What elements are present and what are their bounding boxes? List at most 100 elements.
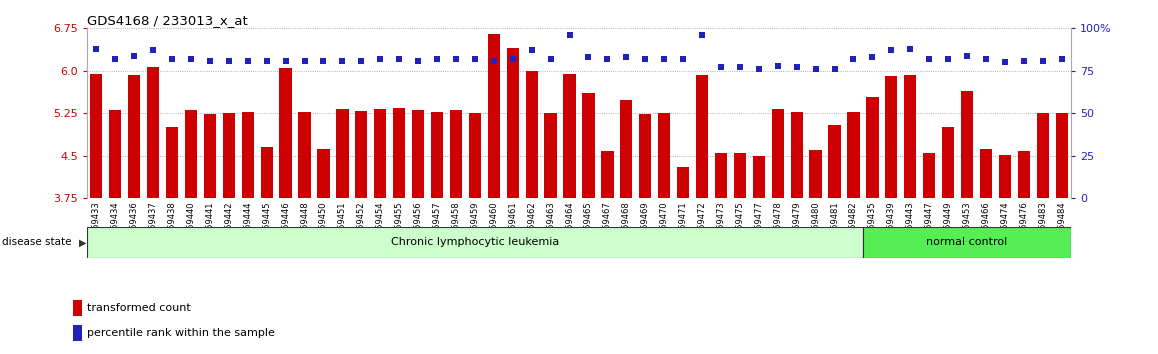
- Point: [787, 64, 806, 70]
- Bar: [393, 108, 405, 198]
- Point: [749, 66, 768, 72]
- Bar: [431, 112, 444, 198]
- Point: [1014, 58, 1033, 63]
- Point: [617, 55, 636, 60]
- Bar: [1056, 113, 1068, 198]
- Bar: [582, 93, 594, 198]
- Bar: [299, 112, 310, 198]
- Bar: [1036, 113, 1049, 198]
- Bar: [544, 113, 557, 198]
- Point: [484, 58, 503, 63]
- Bar: [185, 110, 197, 198]
- Bar: [261, 147, 273, 198]
- Bar: [109, 110, 122, 198]
- Bar: [601, 151, 614, 198]
- Point: [277, 58, 295, 63]
- Bar: [639, 114, 652, 198]
- Text: percentile rank within the sample: percentile rank within the sample: [87, 327, 274, 338]
- Point: [409, 58, 427, 63]
- Point: [504, 56, 522, 62]
- FancyBboxPatch shape: [863, 227, 1071, 258]
- Point: [919, 56, 938, 62]
- Point: [863, 55, 881, 60]
- Bar: [90, 74, 102, 198]
- Bar: [961, 91, 973, 198]
- Bar: [73, 300, 81, 316]
- Bar: [771, 109, 784, 198]
- Text: transformed count: transformed count: [87, 303, 190, 313]
- FancyBboxPatch shape: [87, 227, 863, 258]
- Point: [352, 58, 371, 63]
- Point: [239, 58, 257, 63]
- Point: [87, 46, 105, 52]
- Point: [257, 58, 276, 63]
- Bar: [506, 48, 519, 198]
- Bar: [488, 34, 500, 198]
- Bar: [1018, 151, 1029, 198]
- Point: [826, 66, 844, 72]
- Bar: [147, 67, 160, 198]
- Point: [976, 56, 995, 62]
- Text: GDS4168 / 233013_x_at: GDS4168 / 233013_x_at: [87, 14, 248, 27]
- Bar: [696, 75, 709, 198]
- Point: [560, 32, 579, 38]
- Point: [939, 56, 958, 62]
- Point: [806, 66, 824, 72]
- Point: [144, 47, 162, 53]
- Point: [466, 56, 484, 62]
- Bar: [564, 74, 576, 198]
- Point: [220, 58, 239, 63]
- Point: [107, 56, 125, 62]
- Bar: [809, 150, 822, 198]
- Bar: [998, 155, 1011, 198]
- Bar: [317, 149, 330, 198]
- Bar: [677, 167, 689, 198]
- Point: [958, 53, 976, 58]
- Point: [200, 58, 219, 63]
- Point: [674, 56, 692, 62]
- Point: [371, 56, 389, 62]
- Bar: [279, 68, 292, 198]
- Point: [731, 64, 749, 70]
- Point: [692, 32, 711, 38]
- Bar: [923, 153, 936, 198]
- Point: [1033, 58, 1051, 63]
- Point: [901, 46, 919, 52]
- Bar: [885, 76, 897, 198]
- Point: [182, 56, 200, 62]
- Point: [125, 53, 144, 58]
- Point: [599, 56, 617, 62]
- Bar: [222, 113, 235, 198]
- Bar: [753, 156, 765, 198]
- Bar: [129, 75, 140, 198]
- Point: [314, 58, 332, 63]
- Point: [447, 56, 466, 62]
- Bar: [73, 325, 81, 341]
- Bar: [904, 75, 916, 198]
- Point: [390, 56, 409, 62]
- Point: [427, 56, 446, 62]
- Point: [712, 64, 731, 70]
- Point: [769, 63, 787, 69]
- Bar: [204, 114, 217, 198]
- Point: [579, 55, 598, 60]
- Bar: [866, 97, 879, 198]
- Bar: [734, 153, 746, 198]
- Point: [655, 56, 674, 62]
- Point: [541, 56, 559, 62]
- Point: [636, 56, 654, 62]
- Bar: [356, 111, 367, 198]
- Text: disease state: disease state: [2, 238, 72, 247]
- Bar: [621, 100, 632, 198]
- Text: Chronic lymphocytic leukemia: Chronic lymphocytic leukemia: [390, 238, 559, 247]
- Bar: [658, 113, 670, 198]
- Bar: [242, 112, 254, 198]
- Bar: [374, 109, 387, 198]
- Point: [295, 58, 314, 63]
- Point: [522, 47, 541, 53]
- Text: ▶: ▶: [79, 238, 86, 247]
- Bar: [449, 110, 462, 198]
- Bar: [980, 149, 992, 198]
- Bar: [941, 127, 954, 198]
- Point: [882, 47, 901, 53]
